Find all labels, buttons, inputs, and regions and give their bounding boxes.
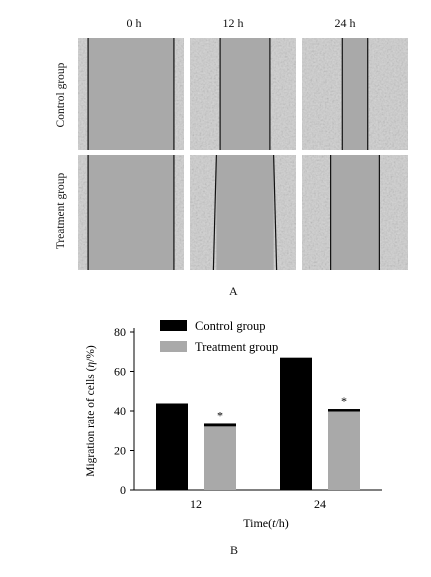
panel-b-label: B	[230, 543, 239, 557]
scratch-gap	[88, 38, 174, 150]
bar-control-24h	[280, 360, 312, 490]
y-tick-label: 80	[114, 325, 126, 339]
legend-label: Control group	[195, 319, 265, 333]
wound-image-control-0h	[78, 38, 184, 150]
y-tick-label: 20	[114, 444, 126, 458]
legend-swatch	[160, 320, 187, 331]
wound-edge-right	[273, 155, 278, 270]
x-axis-label: Time(t/h)	[243, 516, 289, 530]
error-bar	[156, 403, 188, 408]
scratch-gap	[330, 155, 380, 270]
scratch-gap	[342, 38, 368, 150]
scratch-gap	[216, 155, 274, 270]
y-axis-label: Migration rate of cells (η/%)	[85, 345, 97, 477]
error-bar	[204, 423, 236, 427]
scratch-gap	[88, 155, 174, 270]
error-bar	[328, 409, 360, 412]
y-tick-label: 40	[114, 404, 126, 418]
scratch-gap	[220, 38, 270, 150]
bar-control-12h	[156, 407, 188, 490]
bar-treatment-24h	[328, 411, 360, 490]
panel-a-label: A	[229, 284, 238, 298]
time-label-12h: 12 h	[222, 16, 244, 30]
significance-marker: *	[217, 408, 223, 422]
significance-marker: *	[341, 394, 347, 408]
chart-legend: Control group Treatment group	[160, 319, 278, 354]
wound-edge-left	[212, 155, 217, 270]
wound-image-treatment-12h	[190, 155, 296, 270]
chart-canvas: 0 20 40 60 80 Migration rate of cells (η/%) * *…	[85, 319, 382, 530]
time-label-0h: 0 h	[126, 16, 142, 30]
x-tick-label: 12	[190, 497, 202, 511]
time-label-24h: 24 h	[334, 16, 356, 30]
wound-image-treatment-24h	[302, 155, 408, 270]
legend-swatch	[160, 341, 187, 352]
migration-rate-chart: 0 20 40 60 80 Migration rate of cells (η/%) * *…	[0, 310, 431, 550]
wound-image-control-12h	[190, 38, 296, 150]
legend-label: Treatment group	[195, 340, 278, 354]
scratch-wound-image-grid	[78, 38, 408, 270]
x-tick-label: 24	[314, 497, 326, 511]
y-tick-label: 0	[120, 483, 126, 497]
error-bar	[280, 357, 312, 362]
y-tick-label: 60	[114, 365, 126, 379]
bar-treatment-12h	[204, 425, 236, 490]
wound-image-treatment-0h	[78, 155, 184, 270]
wound-image-control-24h	[302, 38, 408, 150]
